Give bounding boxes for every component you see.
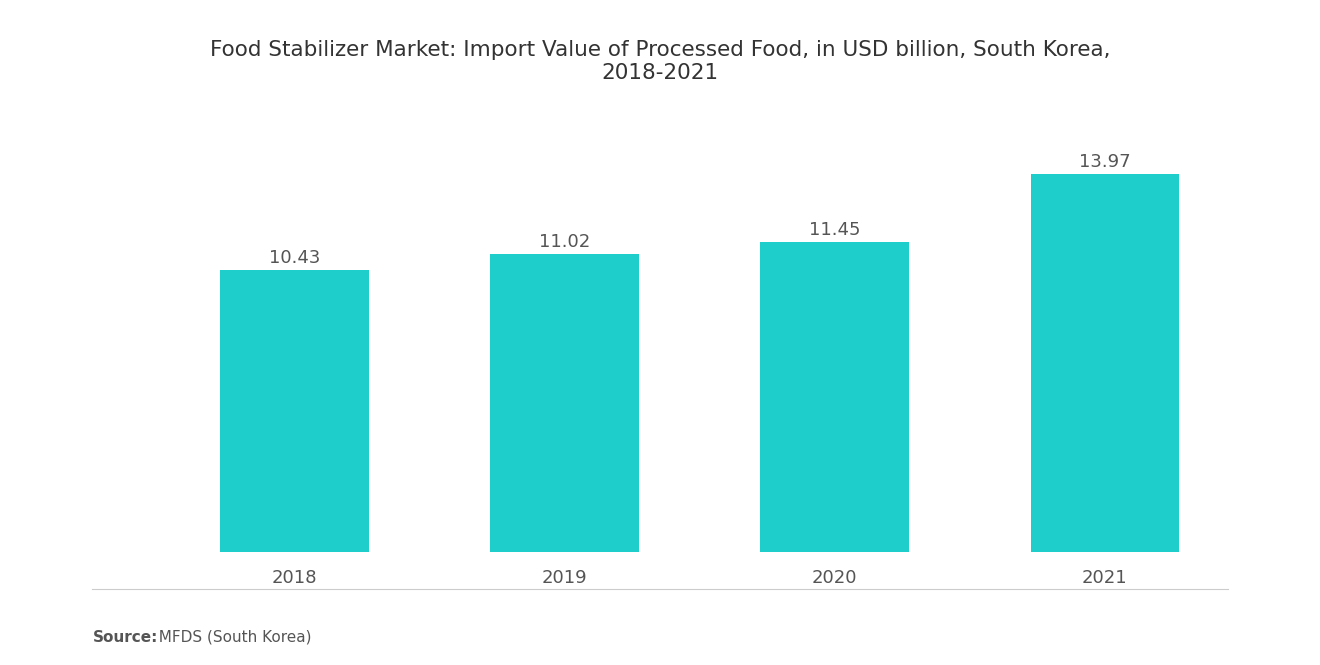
- Text: 10.43: 10.43: [269, 249, 319, 267]
- Text: 13.97: 13.97: [1078, 153, 1131, 171]
- Bar: [220, 270, 368, 552]
- Text: 11.45: 11.45: [809, 221, 861, 239]
- Text: MFDS (South Korea): MFDS (South Korea): [149, 630, 312, 645]
- Bar: [760, 243, 909, 552]
- Text: 11.02: 11.02: [539, 233, 590, 251]
- Text: Food Stabilizer Market: Import Value of Processed Food, in USD billion, South Ko: Food Stabilizer Market: Import Value of …: [210, 40, 1110, 83]
- Text: Source:: Source:: [92, 630, 158, 645]
- Bar: [1031, 174, 1179, 552]
- Bar: [490, 254, 639, 552]
